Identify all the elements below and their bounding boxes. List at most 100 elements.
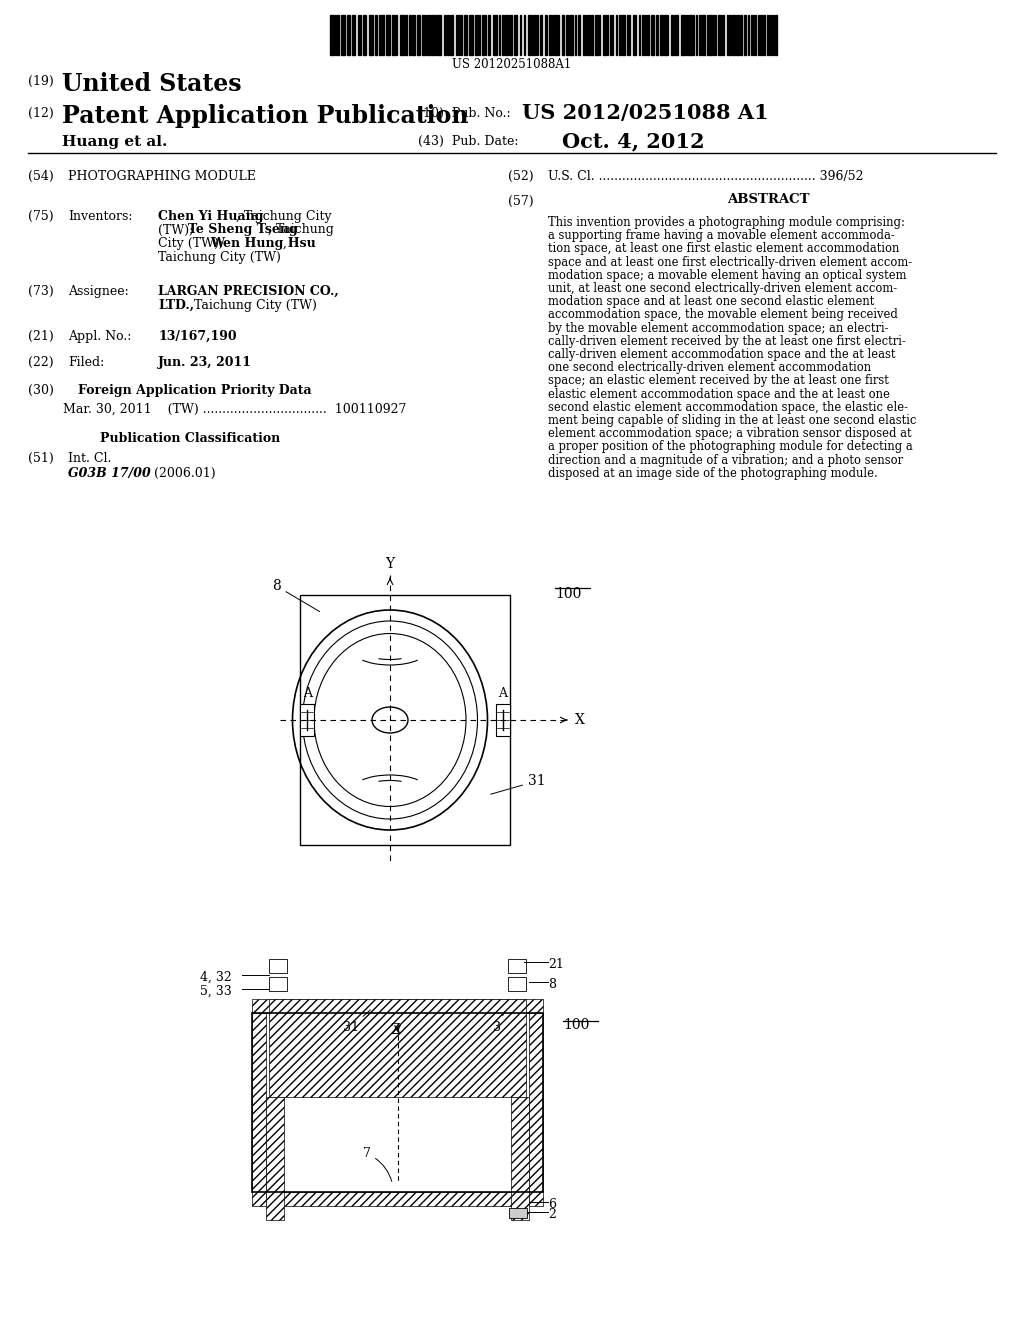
Bar [588,15,590,55]
Text: (22): (22) [28,356,53,370]
Bar [534,15,536,55]
Bar [508,960,526,973]
Text: ,: , [283,238,287,249]
Bar [603,15,606,55]
Text: PHOTOGRAPHING MODULE: PHOTOGRAPHING MODULE [68,170,256,183]
Text: Patent Application Publication: Patent Application Publication [62,104,469,128]
Text: (2006.01): (2006.01) [138,467,216,480]
Text: unit, at least one second electrically-driven element accom-: unit, at least one second electrically-d… [548,282,897,294]
Text: 100: 100 [555,587,582,601]
Text: tion space, at least one first elastic element accommodation: tion space, at least one first elastic e… [548,243,899,255]
Text: direction and a magnitude of a vibration; and a photo sensor: direction and a magnitude of a vibration… [548,454,903,466]
Bar [656,15,658,55]
Bar [509,1208,527,1218]
Text: Appl. No.:: Appl. No.: [68,330,131,343]
Text: 6: 6 [548,1197,556,1210]
Text: 13/167,190: 13/167,190 [158,330,237,343]
Text: (51): (51) [28,451,53,465]
Text: element accommodation space; a vibration sensor disposed at: element accommodation space; a vibration… [548,428,911,440]
Text: Taichung City (TW): Taichung City (TW) [190,300,316,312]
Bar [528,15,531,55]
Bar [775,15,777,55]
Bar [417,15,420,55]
Bar [482,15,484,55]
Text: X: X [575,713,585,727]
Text: , Taichung City: , Taichung City [236,210,332,223]
Bar [412,15,415,55]
Bar [647,15,649,55]
Text: City (TW);: City (TW); [158,238,227,249]
Text: Publication Classification: Publication Classification [100,432,281,445]
Bar [660,15,663,55]
Bar [595,15,598,55]
Bar [744,15,746,55]
Text: a proper position of the photographing module for detecting a: a proper position of the photographing m… [548,441,912,453]
Bar [622,15,625,55]
Text: A: A [303,686,312,700]
Bar [664,15,668,55]
Text: cally-driven element accommodation space and the at least: cally-driven element accommodation space… [548,348,896,360]
Bar [409,15,411,55]
Text: (43)  Pub. Date:: (43) Pub. Date: [418,135,518,148]
Text: space and at least one first electrically-driven element accom-: space and at least one first electricall… [548,256,912,268]
Bar [392,15,395,55]
Bar [493,15,497,55]
Bar [566,15,568,55]
Text: disposed at an image side of the photographing module.: disposed at an image side of the photogr… [548,467,878,479]
Text: US 2012/0251088 A1: US 2012/0251088 A1 [522,103,769,123]
Bar [400,15,404,55]
Bar [736,15,739,55]
Bar [444,15,446,55]
Text: (54): (54) [28,170,53,183]
Text: 100: 100 [563,1018,590,1032]
Text: (30): (30) [28,384,54,397]
Text: Mar. 30, 2011    (TW) ................................  100110927: Mar. 30, 2011 (TW) .....................… [63,403,407,416]
Bar [583,15,585,55]
Bar [702,15,705,55]
Text: (73): (73) [28,285,53,298]
Text: U.S. Cl. ........................................................ 396/52: U.S. Cl. ...............................… [548,170,863,183]
Bar [675,15,678,55]
Text: (19): (19) [28,75,53,88]
Bar [375,15,377,55]
Bar [382,15,384,55]
Bar [591,15,593,55]
Bar [435,15,437,55]
Bar [269,999,526,1097]
Text: Int. Cl.: Int. Cl. [68,451,112,465]
Text: Jun. 23, 2011: Jun. 23, 2011 [158,356,252,370]
Bar [529,1012,543,1206]
Bar [272,1192,523,1206]
Bar [266,1097,284,1220]
Text: A: A [498,686,507,700]
Text: (52): (52) [508,170,534,183]
Text: Filed:: Filed: [68,356,104,370]
Bar [688,15,692,55]
Text: second elastic element accommodation space, the elastic ele-: second elastic element accommodation spa… [548,401,908,413]
Bar [509,15,512,55]
Text: (21): (21) [28,330,53,343]
Text: Foreign Application Priority Data: Foreign Application Priority Data [78,384,311,397]
Bar [540,15,542,55]
Bar [337,15,339,55]
Bar [618,15,621,55]
Bar [362,15,366,55]
Text: cally-driven element received by the at least one first electri-: cally-driven element received by the at … [548,335,906,347]
Bar [447,15,449,55]
Bar [341,15,345,55]
Bar [330,15,334,55]
Text: (75): (75) [28,210,53,223]
Text: space; an elastic element received by the at least one first: space; an elastic element received by th… [548,375,889,387]
Text: elastic element accommodation space and the at least one: elastic element accommodation space and … [548,388,890,400]
Text: Chen Yi Huang: Chen Yi Huang [158,210,263,223]
Bar [496,704,510,737]
Bar [458,15,460,55]
Bar [300,595,510,845]
Text: 8: 8 [548,978,556,990]
Bar [718,15,721,55]
Bar [562,15,564,55]
Bar [545,15,547,55]
Text: modation space and at least one second elastic element: modation space and at least one second e… [548,296,874,308]
Text: 4, 32: 4, 32 [200,970,231,983]
Text: 5, 33: 5, 33 [200,985,231,998]
